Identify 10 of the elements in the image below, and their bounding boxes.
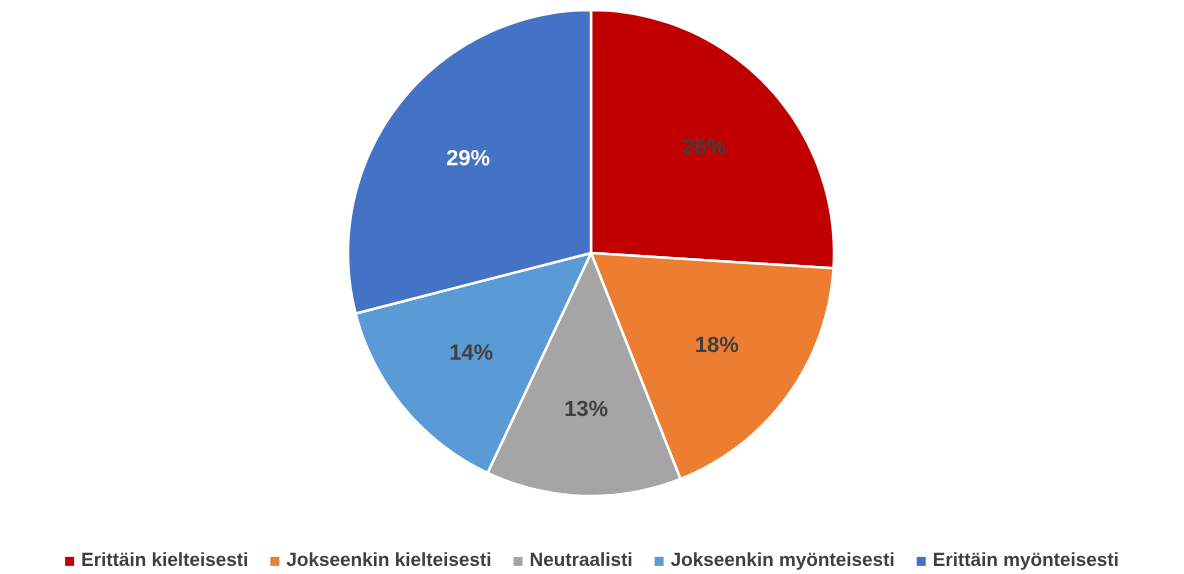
legend-label: Jokseenkin kielteisesti: [286, 552, 491, 567]
data-label: 14%: [450, 344, 493, 360]
data-label: 29%: [446, 149, 490, 166]
legend-label: Neutraalisti: [530, 552, 632, 567]
data-label: 26%: [683, 138, 726, 155]
legend-label: Erittäin myönteisesti: [933, 552, 1118, 570]
legend-label: Jokseenkin myönteisesti: [670, 552, 894, 570]
legend-label: Erittäin kielteisesti: [82, 552, 248, 567]
data-label: 13%: [565, 400, 608, 417]
data-label: 18%: [696, 336, 739, 353]
